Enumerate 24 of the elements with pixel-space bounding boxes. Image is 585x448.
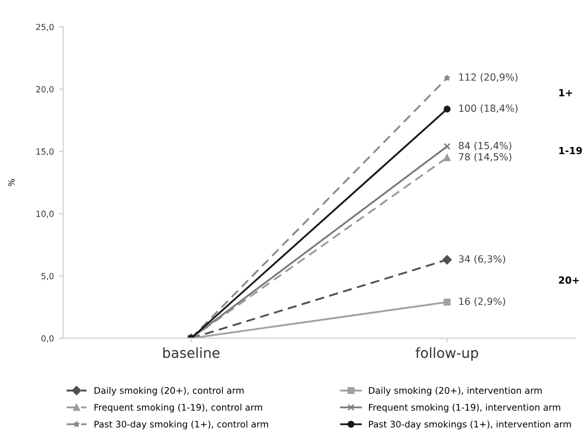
data-label: 16 (2,9%) (459, 297, 506, 306)
data-label: 84 (15,4%) (458, 142, 512, 150)
legend-label: Frequent smoking (1-19), control arm (94, 404, 262, 412)
y-tick-label: 5,0 (42, 272, 54, 280)
annotation: 1-19 (559, 146, 582, 154)
x-tick-label: follow-up (416, 347, 478, 361)
legend-label: Daily smoking (20+), intervention arm (369, 386, 542, 396)
y-tick-label: 0,0 (41, 335, 54, 342)
y-tick-label: 10,0 (36, 210, 54, 218)
legend-label: Frequent smoking (1-19), intervention arm (369, 404, 560, 412)
data-label: 100 (18,4%) (459, 104, 518, 114)
data-label: 112 (20,9%) (459, 73, 518, 82)
y-tick-label: 25,0 (36, 24, 54, 32)
data-label: 78 (14,5%) (458, 152, 512, 162)
annotation: 1+ (559, 89, 572, 96)
legend-label: Daily smoking (20+), control arm (94, 386, 244, 396)
legend-label: Past 30-day smokings (1+), intervention arm (369, 420, 571, 430)
legend-label: Past 30-day smoking (1+), control arm (94, 420, 268, 430)
y-tick-label: 15,0 (36, 148, 54, 156)
y-axis-title: % (8, 179, 15, 186)
annotation: 20+ (558, 276, 579, 284)
y-tick-label: 20,0 (36, 86, 54, 94)
x-tick-label: baseline (163, 347, 220, 358)
data-label: 34 (6,3%) (458, 255, 506, 264)
